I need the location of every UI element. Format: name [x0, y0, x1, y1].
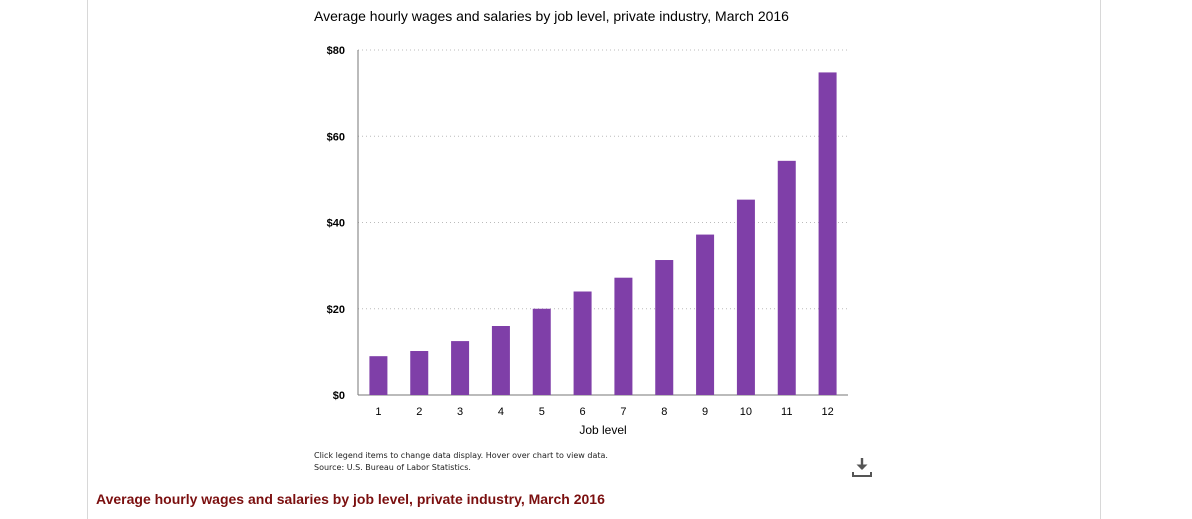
chart-frame — [87, 0, 1101, 519]
x-tick-label: 10 — [740, 406, 752, 418]
bar[interactable] — [614, 277, 633, 395]
y-tick-label: $0 — [333, 390, 345, 402]
x-tick-label: 4 — [498, 406, 504, 418]
x-tick-label: 9 — [702, 406, 708, 418]
bar[interactable] — [655, 260, 674, 395]
chart-title: Average hourly wages and salaries by job… — [314, 8, 789, 24]
y-tick-label: $20 — [327, 304, 345, 316]
source-note: Source: U.S. Bureau of Labor Statistics. — [314, 463, 471, 472]
interaction-note: Click legend items to change data displa… — [314, 451, 608, 460]
x-tick-label: 6 — [580, 406, 586, 418]
x-tick-label: 2 — [416, 406, 422, 418]
x-tick-label: 1 — [375, 406, 381, 418]
bar[interactable] — [369, 356, 388, 395]
x-tick-label: 7 — [620, 406, 626, 418]
bar[interactable] — [573, 291, 592, 396]
y-tick-label: $40 — [327, 218, 345, 230]
download-icon[interactable] — [850, 455, 874, 479]
x-tick-label: 3 — [457, 406, 463, 418]
bar[interactable] — [491, 326, 510, 395]
bar[interactable] — [818, 72, 837, 396]
bar[interactable] — [696, 234, 715, 395]
bar[interactable] — [410, 351, 429, 395]
y-tick-label: $80 — [327, 45, 345, 57]
y-tick-label: $60 — [327, 131, 345, 143]
bar[interactable] — [532, 308, 551, 395]
bar[interactable] — [736, 199, 755, 395]
x-tick-label: 11 — [781, 406, 792, 418]
x-tick-label: 12 — [821, 406, 833, 418]
bar[interactable] — [451, 341, 470, 395]
bar[interactable] — [777, 160, 796, 395]
x-tick-label: 8 — [661, 406, 667, 418]
section-heading-link[interactable]: Average hourly wages and salaries by job… — [96, 491, 605, 507]
chart-notes: Click legend items to change data displa… — [314, 450, 608, 474]
x-tick-label: 5 — [539, 406, 545, 418]
x-axis-title: Job level — [579, 423, 626, 437]
